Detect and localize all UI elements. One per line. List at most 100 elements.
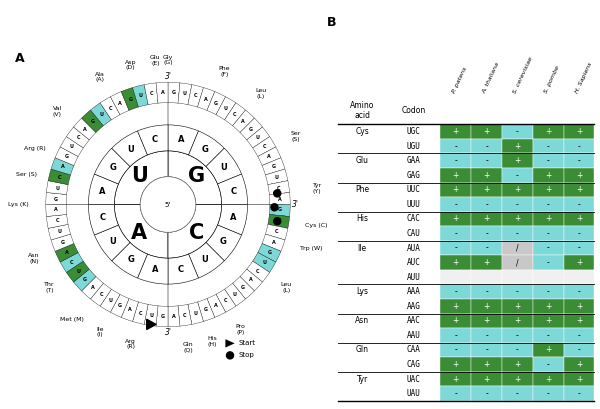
Text: A: A bbox=[91, 285, 95, 290]
Wedge shape bbox=[178, 304, 192, 326]
Wedge shape bbox=[82, 110, 103, 133]
Text: UAC: UAC bbox=[406, 375, 421, 384]
Text: +: + bbox=[484, 127, 490, 136]
Text: -: - bbox=[516, 229, 519, 238]
Bar bbox=[533, 139, 563, 153]
Text: /: / bbox=[516, 244, 518, 253]
Bar bbox=[440, 197, 471, 212]
Bar bbox=[502, 197, 533, 212]
Text: UGU: UGU bbox=[406, 142, 421, 151]
Bar bbox=[440, 182, 471, 197]
Text: A: A bbox=[214, 303, 218, 308]
Text: Glu
(E): Glu (E) bbox=[150, 55, 161, 66]
Text: +: + bbox=[545, 302, 551, 311]
Text: U: U bbox=[277, 218, 281, 223]
Text: A: A bbox=[172, 314, 175, 319]
Text: Ser (S): Ser (S) bbox=[16, 172, 37, 177]
Text: C: C bbox=[233, 112, 236, 117]
Wedge shape bbox=[258, 147, 281, 166]
Bar bbox=[563, 357, 595, 372]
Text: U: U bbox=[76, 269, 80, 274]
Bar bbox=[440, 357, 471, 372]
Bar bbox=[440, 241, 471, 255]
Bar bbox=[471, 328, 502, 343]
Wedge shape bbox=[233, 276, 254, 299]
Text: C: C bbox=[230, 187, 236, 196]
Text: -: - bbox=[485, 142, 488, 151]
Bar bbox=[502, 226, 533, 241]
Bar bbox=[533, 182, 563, 197]
Text: +: + bbox=[452, 127, 459, 136]
Text: Cys: Cys bbox=[355, 127, 369, 136]
Bar bbox=[533, 270, 563, 284]
Bar bbox=[533, 255, 563, 270]
Bar bbox=[471, 182, 502, 197]
Text: Tyr
(Y): Tyr (Y) bbox=[313, 183, 322, 194]
Text: -: - bbox=[516, 346, 519, 355]
Text: UGC: UGC bbox=[406, 127, 421, 136]
Text: +: + bbox=[484, 185, 490, 194]
Wedge shape bbox=[216, 289, 236, 312]
Wedge shape bbox=[94, 225, 130, 261]
Text: CAG: CAG bbox=[406, 360, 421, 369]
Bar bbox=[502, 314, 533, 328]
Text: -: - bbox=[547, 360, 550, 369]
Bar bbox=[471, 357, 502, 372]
Wedge shape bbox=[258, 243, 281, 262]
Wedge shape bbox=[188, 302, 203, 324]
Text: Asp
(D): Asp (D) bbox=[125, 60, 136, 70]
Text: +: + bbox=[484, 171, 490, 180]
Wedge shape bbox=[46, 181, 68, 195]
Text: +: + bbox=[576, 375, 582, 384]
Text: Leu
(L): Leu (L) bbox=[255, 88, 266, 99]
Text: +: + bbox=[545, 185, 551, 194]
Text: -: - bbox=[454, 389, 457, 398]
Bar bbox=[563, 197, 595, 212]
Wedge shape bbox=[110, 92, 129, 115]
Wedge shape bbox=[168, 82, 180, 103]
Bar bbox=[440, 255, 471, 270]
Text: P. patens: P. patens bbox=[451, 66, 468, 94]
Text: C: C bbox=[150, 91, 154, 96]
Text: AUU: AUU bbox=[406, 273, 421, 282]
Bar bbox=[471, 270, 502, 284]
Bar bbox=[471, 212, 502, 226]
Text: 3': 3' bbox=[164, 328, 172, 337]
Bar bbox=[471, 299, 502, 314]
Text: C: C bbox=[100, 213, 106, 222]
Text: Leu
(L): Leu (L) bbox=[281, 282, 292, 293]
Text: Met (M): Met (M) bbox=[59, 317, 83, 322]
Bar bbox=[440, 212, 471, 226]
Text: U: U bbox=[275, 175, 278, 180]
Wedge shape bbox=[88, 174, 118, 204]
Wedge shape bbox=[247, 127, 269, 148]
Wedge shape bbox=[48, 169, 71, 184]
Bar bbox=[471, 372, 502, 387]
Wedge shape bbox=[110, 294, 129, 317]
Wedge shape bbox=[265, 169, 288, 184]
Text: C: C bbox=[178, 265, 184, 274]
Text: Gln: Gln bbox=[356, 346, 368, 355]
Text: -: - bbox=[454, 287, 457, 296]
Wedge shape bbox=[88, 204, 118, 235]
Text: +: + bbox=[576, 316, 582, 325]
Text: -: - bbox=[578, 142, 580, 151]
Wedge shape bbox=[269, 204, 290, 216]
Text: -: - bbox=[454, 346, 457, 355]
Wedge shape bbox=[218, 174, 248, 204]
Bar bbox=[502, 357, 533, 372]
Text: Arg
(R): Arg (R) bbox=[125, 339, 136, 349]
Wedge shape bbox=[197, 88, 215, 110]
Text: H. Sapiens: H. Sapiens bbox=[574, 62, 593, 94]
Text: +: + bbox=[484, 214, 490, 223]
Text: U: U bbox=[149, 313, 154, 318]
Text: U: U bbox=[70, 144, 74, 149]
Wedge shape bbox=[51, 158, 74, 175]
Text: Gln
(Q): Gln (Q) bbox=[183, 342, 193, 353]
Text: +: + bbox=[576, 360, 582, 369]
Text: A. thaliana: A. thaliana bbox=[482, 61, 501, 94]
Bar bbox=[440, 343, 471, 357]
Bar bbox=[563, 212, 595, 226]
Text: +: + bbox=[545, 346, 551, 355]
Text: Phe: Phe bbox=[355, 185, 369, 194]
